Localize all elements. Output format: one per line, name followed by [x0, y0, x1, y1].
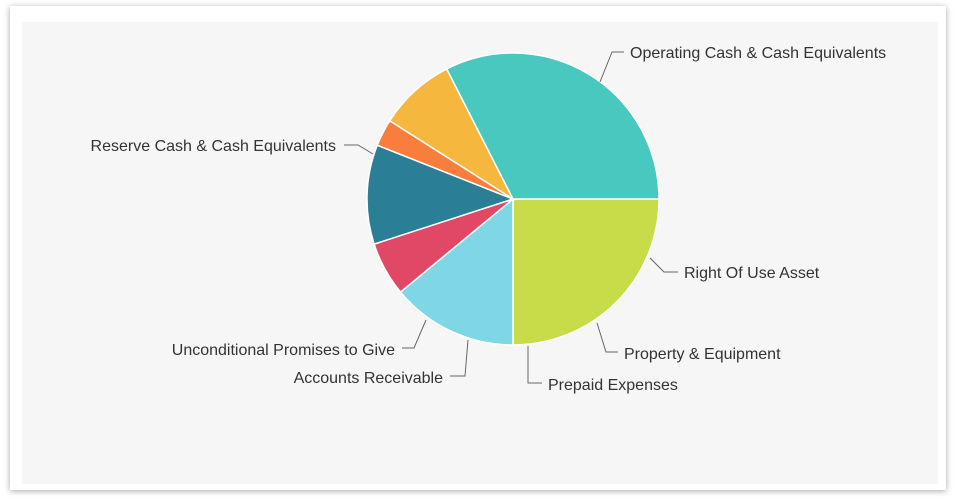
leader-line-prepaid-expenses [528, 346, 542, 383]
pie-slices [367, 53, 659, 345]
slice-label-accounts-receivable: Accounts Receivable [294, 370, 444, 387]
leader-line-property-and-equipment [597, 323, 618, 352]
slice-label-prepaid-expenses: Prepaid Expenses [548, 377, 678, 394]
slice-label-unconditional-promises-to-give: Unconditional Promises to Give [172, 342, 395, 359]
leader-line-right-of-use-asset [650, 258, 678, 272]
slice-label-right-of-use-asset: Right Of Use Asset [684, 265, 820, 282]
slice-label-operating-cash-and-cash-equivalents: Operating Cash & Cash Equivalents [630, 45, 886, 62]
leader-line-accounts-receivable [450, 340, 468, 376]
slice-label-reserve-cash-and-cash-equivalents: Reserve Cash & Cash Equivalents [91, 138, 336, 155]
slice-label-property-and-equipment: Property & Equipment [624, 346, 781, 363]
leader-line-operating-cash-and-cash-equivalents [600, 52, 624, 82]
pie-slice-operating-cash-and-cash-equivalents[interactable] [513, 199, 659, 345]
leader-line-unconditional-promises-to-give [402, 320, 426, 348]
leader-line-reserve-cash-and-cash-equivalents [344, 145, 373, 154]
